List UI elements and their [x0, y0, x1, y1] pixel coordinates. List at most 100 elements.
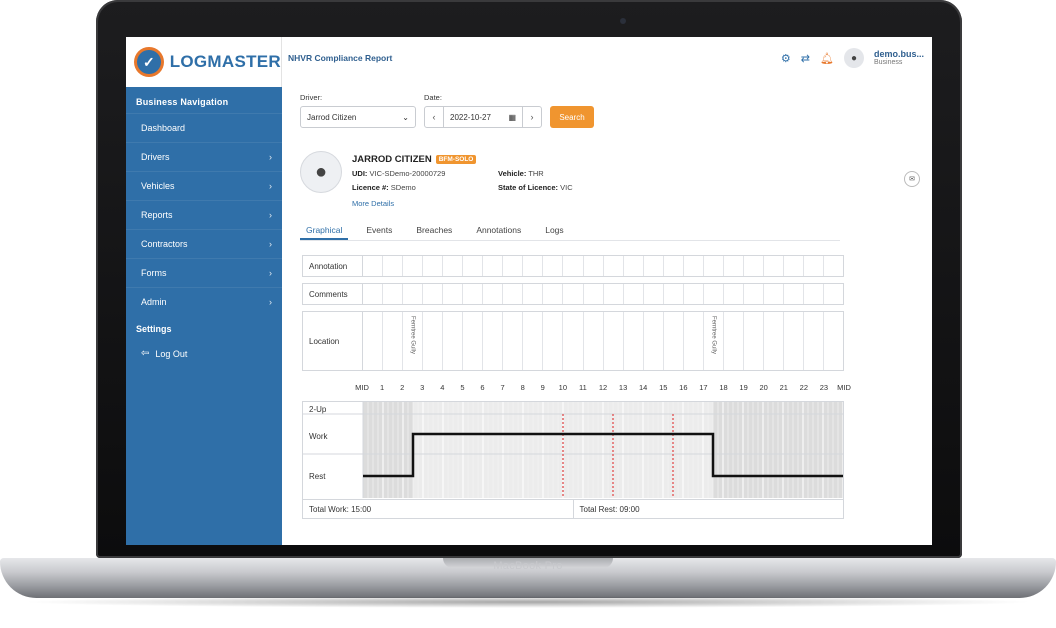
chevron-down-icon: ⌄ [402, 112, 409, 122]
more-details-link[interactable]: More Details [352, 199, 395, 208]
duty-chart-svg [303, 402, 843, 498]
laptop-shadow [20, 596, 1036, 608]
next-day-button[interactable]: › [530, 112, 534, 122]
hour-cell [724, 256, 744, 276]
chevron-right-icon: › [269, 181, 272, 191]
hour-cell [584, 312, 604, 370]
sidebar-item-admin[interactable]: Admin › [126, 287, 282, 316]
hour-label: 15 [659, 383, 668, 392]
hour-cell [784, 284, 805, 304]
hour-cell: Ferntree Gully [403, 312, 424, 370]
hour-cell [523, 312, 544, 370]
hour-label: 7 [500, 383, 505, 392]
hour-label: 22 [799, 383, 808, 392]
logout-icon: ⇦ [141, 348, 150, 359]
tab-events[interactable]: Events [366, 225, 393, 235]
hour-cell [383, 256, 404, 276]
hour-cell [704, 284, 724, 304]
tab-graphical[interactable]: Graphical [300, 223, 349, 240]
annotation-cells [363, 256, 843, 276]
hour-cell [724, 284, 744, 304]
comments-cells [363, 284, 843, 304]
hour-cell [664, 312, 684, 370]
user-avatar-icon[interactable]: ● [843, 48, 864, 68]
row-label-rest: Rest [309, 472, 326, 481]
gear-icon[interactable]: ⚙ [780, 52, 791, 65]
hour-label: 19 [739, 383, 748, 392]
sidebar-item-vehicles[interactable]: Vehicles › [126, 171, 282, 200]
tab-breaches[interactable]: Breaches [416, 225, 453, 235]
chevron-right-icon: › [269, 239, 272, 249]
hour-cell [604, 284, 624, 304]
date-picker: ‹ 2022-10-27 ▦ › [424, 106, 542, 128]
filters: Driver: Jarrod Citizen ⌄ Date: ‹ 2022-10… [300, 93, 594, 128]
sidebar-item-label: Reports [141, 210, 173, 220]
hour-cell [563, 284, 584, 304]
driver-name: JARROD CITIZEN [352, 154, 432, 165]
laptop-notch [443, 558, 613, 568]
sidebar-item-contractors[interactable]: Contractors › [126, 229, 282, 258]
hour-cell [383, 312, 404, 370]
hour-label: 2 [400, 383, 405, 392]
logo[interactable]: ✓ LOGMASTER [126, 37, 282, 87]
user-name: demo.bus... [873, 48, 924, 59]
location-cells: Ferntree Gully Ferntree Gully [363, 312, 843, 370]
hour-cell [624, 256, 644, 276]
sidebar-item-label: Dashboard [141, 123, 186, 133]
topbar: NHVR Compliance Report ⚙ ⇄ 🔔︎ ● demo.bus… [282, 37, 932, 79]
search-button[interactable]: Search [550, 106, 594, 128]
hour-cell [804, 256, 825, 276]
row-label-2up: 2-Up [309, 405, 327, 414]
date-value: 2022-10-27 [450, 112, 491, 122]
logout-label: Log Out [155, 348, 188, 359]
logout-link[interactable]: ⇦ Log Out [126, 342, 282, 365]
hour-label: 9 [540, 383, 545, 392]
user-role: Business [873, 59, 903, 67]
hour-cell [604, 312, 624, 370]
driver-avatar-icon: ● [300, 151, 342, 193]
hour-cell [423, 284, 444, 304]
sidebar-item-forms[interactable]: Forms › [126, 258, 282, 287]
driver-name-row: JARROD CITIZEN BFM-SOLO [352, 154, 477, 165]
hour-cell [804, 284, 825, 304]
hour-cell [624, 284, 644, 304]
annotation-label: Annotation [303, 256, 363, 276]
state-value: VIC [560, 183, 573, 192]
tab-logs[interactable]: Logs [545, 225, 564, 235]
user-menu[interactable]: demo.bus... Business [873, 48, 924, 67]
hour-label: 4 [440, 383, 445, 392]
hour-cell [483, 284, 504, 304]
hour-cell [363, 312, 384, 370]
header-actions: ⚙ ⇄ 🔔︎ ● demo.bus... Business [781, 48, 924, 68]
settings-link[interactable]: Settings [136, 324, 172, 334]
duty-status-line [363, 432, 843, 478]
prev-day-button[interactable]: ‹ [432, 112, 436, 122]
hour-cell [463, 284, 484, 304]
swap-icon[interactable]: ⇄ [800, 52, 811, 65]
licence-row: Licence #: SDemo [352, 183, 416, 192]
hour-label: 16 [679, 383, 688, 392]
hour-cell [704, 256, 724, 276]
hour-cell [764, 284, 784, 304]
hour-label: 6 [480, 383, 485, 392]
date-input[interactable]: 2022-10-27 ▦ [443, 107, 523, 127]
tab-annotations[interactable]: Annotations [476, 225, 522, 235]
sidebar-item-drivers[interactable]: Drivers › [126, 142, 282, 171]
driver-select[interactable]: Jarrod Citizen ⌄ [300, 106, 416, 128]
sidebar-item-reports[interactable]: Reports › [126, 200, 282, 229]
mail-icon[interactable]: ✉ [904, 171, 920, 187]
total-work: Total Work: 15:00 [303, 500, 574, 518]
hour-cell [664, 284, 684, 304]
hour-cell: Ferntree Gully [704, 312, 724, 370]
hour-cell [363, 256, 384, 276]
bell-icon[interactable]: 🔔︎ [820, 52, 834, 65]
chevron-right-icon: › [269, 210, 272, 220]
udi-row: UDI: VIC-SDemo-20000729 [352, 169, 445, 178]
duty-chart: 2-Up Work Rest [302, 401, 844, 519]
udi-label: UDI: [352, 169, 368, 178]
hour-cell [543, 256, 564, 276]
hour-cell [483, 256, 504, 276]
hour-cell [804, 312, 825, 370]
sidebar-item-dashboard[interactable]: Dashboard [126, 113, 282, 142]
state-row: State of Licence: VIC [498, 183, 573, 192]
